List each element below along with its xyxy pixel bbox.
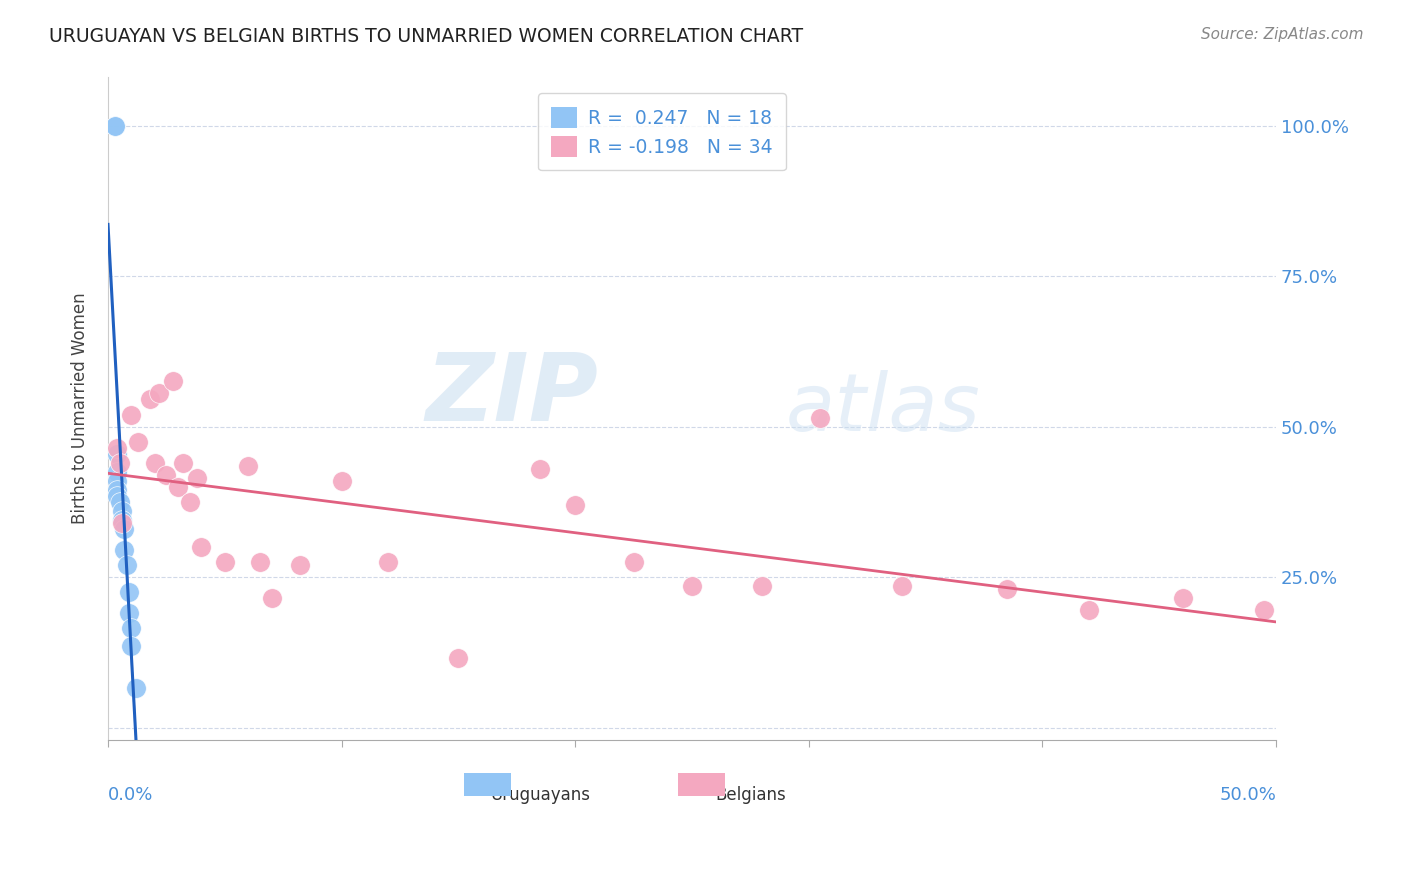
- Point: [447, 651, 470, 665]
- Point: [186, 471, 208, 485]
- Text: atlas: atlas: [786, 369, 980, 448]
- Point: [529, 461, 551, 475]
- Point: [1253, 603, 1275, 617]
- FancyBboxPatch shape: [678, 772, 724, 796]
- Point: [105, 483, 128, 497]
- Point: [111, 513, 134, 527]
- Point: [104, 119, 127, 133]
- Point: [105, 447, 128, 461]
- Point: [167, 480, 190, 494]
- Legend: R =  0.247   N = 18, R = -0.198   N = 34: R = 0.247 N = 18, R = -0.198 N = 34: [538, 94, 786, 170]
- Point: [108, 456, 131, 470]
- Text: Source: ZipAtlas.com: Source: ZipAtlas.com: [1201, 27, 1364, 42]
- Point: [112, 522, 135, 536]
- Point: [260, 591, 283, 606]
- Point: [108, 495, 131, 509]
- Point: [120, 621, 142, 635]
- Point: [810, 410, 832, 425]
- Point: [120, 408, 142, 422]
- Point: [1171, 591, 1194, 606]
- Point: [105, 441, 128, 455]
- Text: ZIP: ZIP: [426, 350, 599, 442]
- Point: [891, 579, 914, 593]
- Point: [681, 579, 703, 593]
- Point: [179, 495, 201, 509]
- Point: [330, 474, 353, 488]
- Point: [105, 474, 128, 488]
- Point: [111, 516, 134, 530]
- Point: [155, 467, 177, 482]
- Point: [1078, 603, 1101, 617]
- Point: [751, 579, 773, 593]
- Point: [118, 585, 141, 599]
- Point: [112, 543, 135, 558]
- Point: [249, 555, 271, 569]
- FancyBboxPatch shape: [464, 772, 510, 796]
- Text: Uruguayans: Uruguayans: [491, 786, 591, 804]
- Point: [104, 119, 127, 133]
- Point: [377, 555, 399, 569]
- Point: [162, 375, 184, 389]
- Point: [623, 555, 645, 569]
- Point: [118, 606, 141, 620]
- Point: [172, 456, 194, 470]
- Point: [190, 540, 212, 554]
- Text: URUGUAYAN VS BELGIAN BIRTHS TO UNMARRIED WOMEN CORRELATION CHART: URUGUAYAN VS BELGIAN BIRTHS TO UNMARRIED…: [49, 27, 803, 45]
- Point: [139, 392, 162, 407]
- Y-axis label: Births to Unmarried Women: Births to Unmarried Women: [72, 293, 89, 524]
- Point: [564, 498, 586, 512]
- Point: [995, 582, 1018, 596]
- Point: [148, 386, 170, 401]
- Point: [111, 504, 134, 518]
- Point: [143, 456, 166, 470]
- Text: Belgians: Belgians: [716, 786, 786, 804]
- Point: [214, 555, 236, 569]
- Text: 0.0%: 0.0%: [108, 786, 153, 804]
- Point: [120, 640, 142, 654]
- Point: [115, 558, 138, 572]
- Point: [105, 489, 128, 503]
- Text: 50.0%: 50.0%: [1219, 786, 1277, 804]
- Point: [288, 558, 311, 572]
- Point: [127, 434, 149, 449]
- Point: [105, 465, 128, 479]
- Point: [125, 681, 148, 696]
- Point: [236, 458, 259, 473]
